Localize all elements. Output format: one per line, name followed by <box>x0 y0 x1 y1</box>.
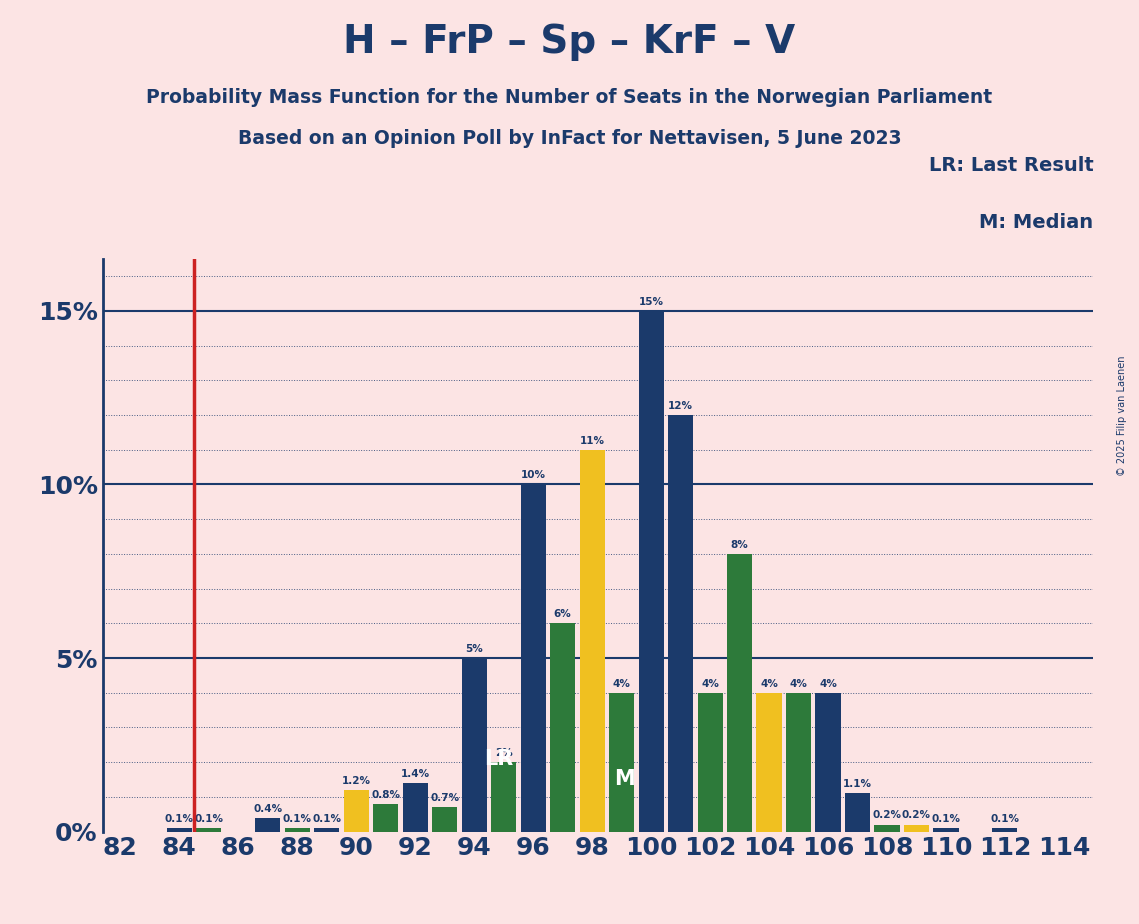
Text: 8%: 8% <box>730 540 748 550</box>
Bar <box>992 828 1017 832</box>
Bar <box>314 828 339 832</box>
Bar <box>285 828 310 832</box>
Text: © 2025 Filip van Laenen: © 2025 Filip van Laenen <box>1117 356 1126 476</box>
Bar <box>521 484 546 832</box>
Text: 1.1%: 1.1% <box>843 779 872 789</box>
Bar <box>816 693 841 832</box>
Text: M: Median: M: Median <box>980 213 1093 232</box>
Bar <box>402 783 427 832</box>
Bar <box>845 794 870 832</box>
Bar <box>609 693 634 832</box>
Bar <box>344 790 369 832</box>
Text: 4%: 4% <box>760 678 778 688</box>
Bar <box>461 658 486 832</box>
Bar <box>875 824 900 832</box>
Text: 2%: 2% <box>494 748 513 758</box>
Text: 0.4%: 0.4% <box>253 804 282 813</box>
Text: 4%: 4% <box>819 678 837 688</box>
Bar <box>756 693 781 832</box>
Bar <box>697 693 722 832</box>
Text: 6%: 6% <box>554 609 572 619</box>
Bar <box>727 553 752 832</box>
Bar <box>432 808 457 832</box>
Text: 1.2%: 1.2% <box>342 776 370 785</box>
Text: 0.1%: 0.1% <box>282 814 312 824</box>
Bar <box>491 762 516 832</box>
Text: H – FrP – Sp – KrF – V: H – FrP – Sp – KrF – V <box>343 23 796 61</box>
Text: 11%: 11% <box>580 435 605 445</box>
Text: 10%: 10% <box>521 470 546 480</box>
Bar <box>196 828 221 832</box>
Bar <box>639 310 664 832</box>
Text: 0.1%: 0.1% <box>194 814 223 824</box>
Text: 0.1%: 0.1% <box>991 814 1019 824</box>
Text: 0.2%: 0.2% <box>872 810 901 821</box>
Text: 5%: 5% <box>465 644 483 654</box>
Text: 0.1%: 0.1% <box>312 814 342 824</box>
Bar <box>786 693 811 832</box>
Bar <box>255 818 280 832</box>
Text: 15%: 15% <box>639 297 664 307</box>
Text: 0.2%: 0.2% <box>902 810 931 821</box>
Bar <box>550 624 575 832</box>
Bar <box>667 415 694 832</box>
Text: 0.1%: 0.1% <box>932 814 960 824</box>
Bar <box>934 828 959 832</box>
Text: 4%: 4% <box>789 678 808 688</box>
Text: 1.4%: 1.4% <box>401 769 429 779</box>
Text: LR: LR <box>484 748 514 769</box>
Bar <box>904 824 929 832</box>
Text: 0.8%: 0.8% <box>371 790 400 799</box>
Bar <box>374 804 399 832</box>
Text: Based on an Opinion Poll by InFact for Nettavisen, 5 June 2023: Based on an Opinion Poll by InFact for N… <box>238 129 901 149</box>
Text: LR: Last Result: LR: Last Result <box>928 155 1093 175</box>
Text: 12%: 12% <box>669 401 693 411</box>
Text: M: M <box>614 769 634 789</box>
Text: 4%: 4% <box>613 678 631 688</box>
Text: 0.1%: 0.1% <box>165 814 194 824</box>
Bar <box>580 450 605 832</box>
Bar <box>166 828 191 832</box>
Text: 4%: 4% <box>702 678 719 688</box>
Text: Probability Mass Function for the Number of Seats in the Norwegian Parliament: Probability Mass Function for the Number… <box>147 88 992 107</box>
Text: 0.7%: 0.7% <box>431 793 459 803</box>
